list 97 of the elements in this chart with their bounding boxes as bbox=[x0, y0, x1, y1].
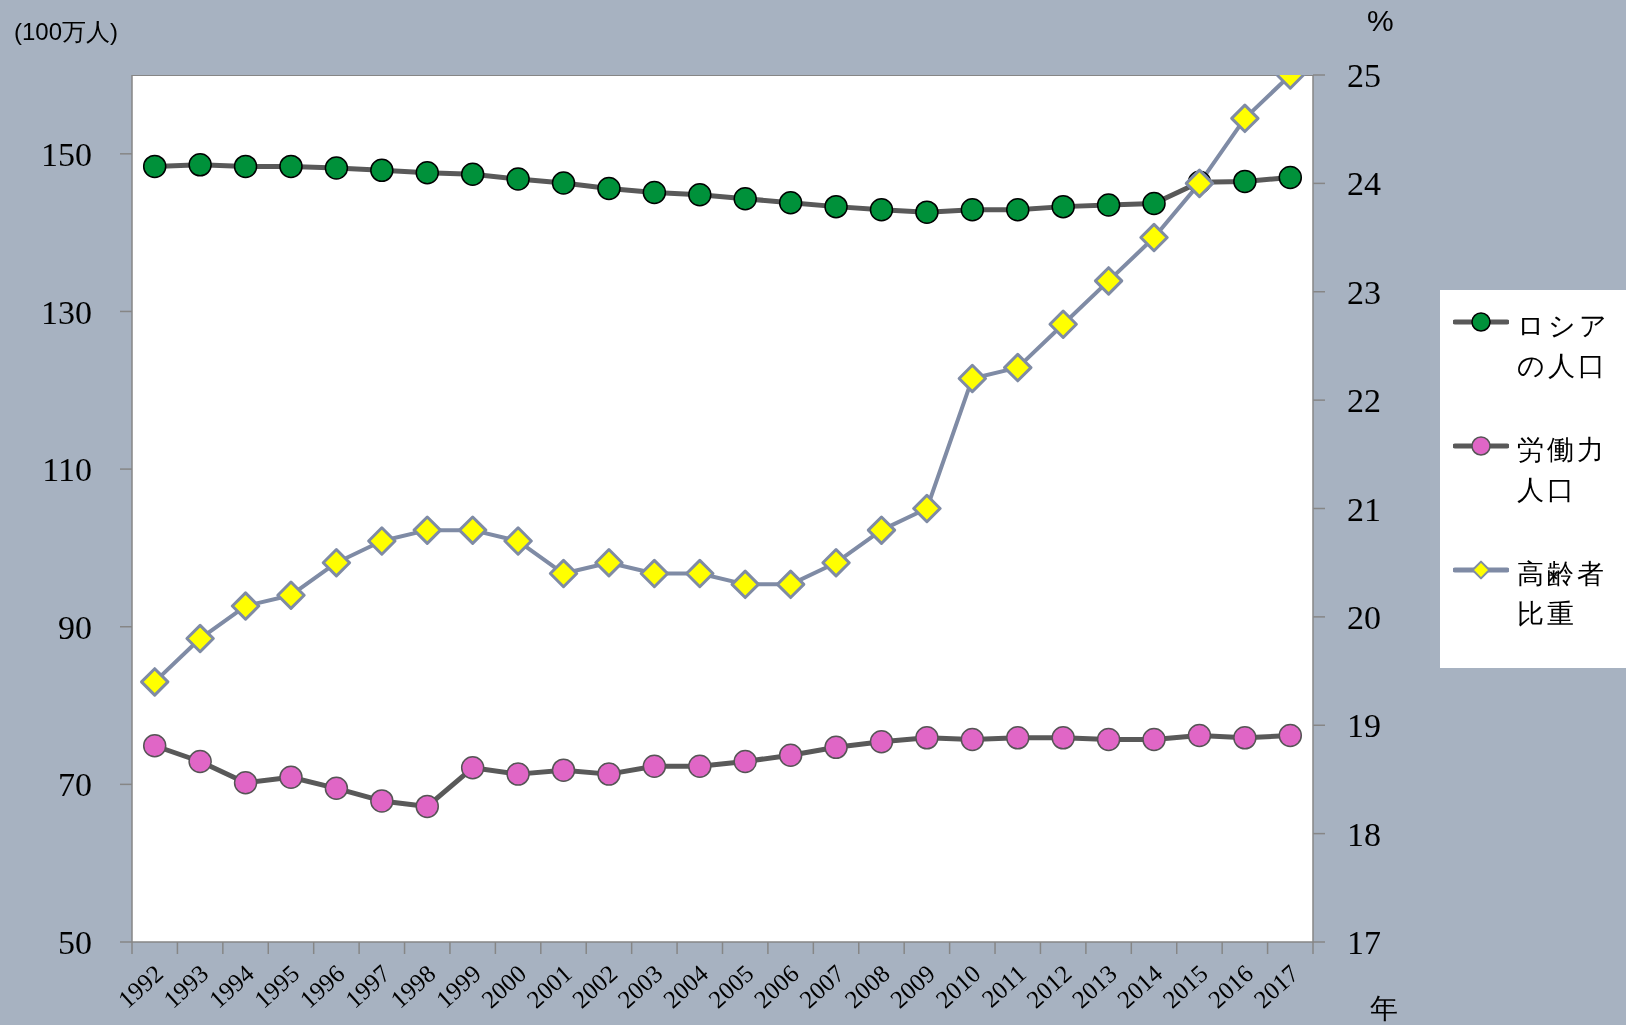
y2-tick-label: 17 bbox=[1347, 924, 1381, 962]
y-tick-label: 50 bbox=[58, 924, 92, 962]
x-axis-title: 年 bbox=[1370, 992, 1398, 1025]
y2-tick-label: 22 bbox=[1347, 382, 1381, 420]
point bbox=[142, 733, 167, 758]
point bbox=[824, 735, 848, 760]
point bbox=[370, 789, 394, 813]
point bbox=[412, 515, 442, 545]
point bbox=[367, 526, 397, 556]
point bbox=[321, 547, 352, 578]
y-axis-title: (100万人) bbox=[14, 17, 119, 47]
point bbox=[1048, 309, 1078, 339]
point bbox=[506, 762, 530, 786]
point bbox=[778, 190, 803, 215]
y-tick-label: 90 bbox=[58, 608, 92, 646]
point bbox=[733, 749, 757, 774]
point bbox=[1003, 352, 1033, 383]
point bbox=[639, 558, 670, 589]
point bbox=[869, 730, 894, 754]
point bbox=[775, 569, 806, 600]
point bbox=[685, 558, 715, 589]
y2-tick-label: 18 bbox=[1347, 815, 1381, 853]
point bbox=[551, 758, 576, 782]
y2-tick-label: 23 bbox=[1347, 273, 1381, 311]
point bbox=[869, 198, 894, 222]
point bbox=[460, 756, 485, 780]
point bbox=[1230, 103, 1260, 134]
point bbox=[1051, 726, 1075, 750]
point bbox=[1187, 723, 1212, 748]
point bbox=[1006, 198, 1030, 222]
y2-tick-label: 20 bbox=[1347, 598, 1381, 636]
point bbox=[1096, 727, 1121, 752]
point bbox=[1006, 726, 1030, 750]
point bbox=[957, 363, 988, 394]
point bbox=[1051, 194, 1075, 219]
point bbox=[230, 591, 261, 621]
point bbox=[233, 154, 258, 179]
point bbox=[597, 176, 621, 201]
point bbox=[688, 183, 712, 207]
y-tick-label: 70 bbox=[58, 766, 92, 804]
point bbox=[142, 154, 167, 179]
point bbox=[188, 749, 212, 774]
point bbox=[1093, 266, 1124, 296]
point bbox=[1139, 222, 1169, 253]
point bbox=[1142, 191, 1166, 216]
point bbox=[415, 794, 439, 819]
point bbox=[1096, 193, 1121, 217]
y2-tick-label: 24 bbox=[1347, 165, 1381, 203]
point bbox=[915, 200, 939, 224]
point bbox=[642, 754, 667, 778]
point bbox=[188, 153, 212, 177]
point bbox=[1233, 726, 1257, 750]
point bbox=[778, 743, 803, 767]
legend-label: 高齢者比重 bbox=[1517, 558, 1608, 631]
point bbox=[824, 194, 848, 219]
point bbox=[960, 198, 985, 222]
point bbox=[1233, 169, 1257, 194]
point bbox=[506, 167, 530, 191]
point bbox=[503, 526, 533, 556]
point bbox=[185, 623, 215, 654]
y-tick-label: 130 bbox=[41, 293, 92, 331]
legend-label: 労働力人口 bbox=[1517, 434, 1608, 507]
point bbox=[730, 569, 760, 600]
point bbox=[370, 158, 394, 183]
point bbox=[324, 156, 349, 180]
point bbox=[915, 726, 939, 750]
y-tick-label: 110 bbox=[42, 451, 92, 489]
point bbox=[594, 547, 624, 578]
point bbox=[140, 667, 170, 697]
point bbox=[597, 762, 621, 786]
point bbox=[1142, 727, 1166, 752]
point bbox=[279, 765, 303, 790]
point bbox=[551, 171, 576, 195]
legend-label: ロシアの人口 bbox=[1517, 310, 1611, 383]
point bbox=[912, 493, 942, 524]
point bbox=[1278, 165, 1303, 190]
point bbox=[324, 776, 349, 801]
point bbox=[415, 160, 439, 185]
y2-tick-label: 25 bbox=[1347, 57, 1381, 95]
y-tick-label: 150 bbox=[41, 135, 92, 173]
y2-tick-label: 21 bbox=[1347, 490, 1381, 528]
point bbox=[688, 754, 712, 778]
y2-tick-label: 19 bbox=[1347, 707, 1381, 745]
point bbox=[276, 580, 306, 610]
point bbox=[821, 547, 851, 578]
y2-axis-title: % bbox=[1367, 4, 1394, 38]
point bbox=[1278, 723, 1303, 748]
point bbox=[866, 515, 897, 545]
point bbox=[960, 727, 985, 752]
point bbox=[1184, 168, 1215, 199]
point bbox=[642, 180, 667, 205]
point bbox=[548, 558, 579, 589]
point bbox=[457, 515, 488, 545]
point bbox=[233, 771, 258, 795]
point bbox=[460, 162, 485, 187]
point bbox=[279, 154, 303, 179]
point bbox=[733, 187, 757, 211]
